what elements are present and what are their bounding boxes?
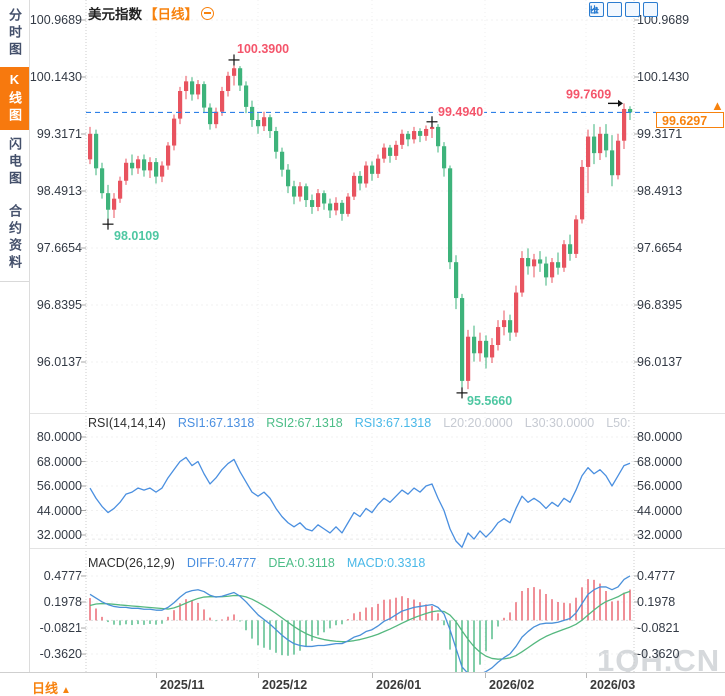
- macd-plot[interactable]: [0, 548, 725, 672]
- zoom-in-icon[interactable]: [590, 2, 640, 17]
- x-axis-label: 2025/12: [262, 678, 308, 692]
- price-axis-label-left: 99.3171: [36, 127, 82, 141]
- month-tick: [156, 673, 157, 678]
- sidebar-tab-2[interactable]: K线图: [0, 67, 29, 131]
- month-tick: [372, 673, 373, 678]
- price-axis-label-left: 100.1430: [29, 70, 82, 84]
- sidebar-tab-3[interactable]: 闪电图: [0, 130, 29, 196]
- rsi-plot[interactable]: [0, 413, 725, 548]
- indicator-header-item: MACD(26,12,9): [88, 556, 175, 570]
- rsi-axis-label-left: 32.0000: [36, 528, 82, 542]
- svg-text:99.7609: 99.7609: [566, 87, 611, 101]
- indicator-header-item: DEA:0.3118: [268, 556, 335, 570]
- sidebar-tab-label: K线图: [7, 72, 22, 125]
- instrument-name: 美元指数: [88, 7, 142, 22]
- indicator-header-item: RSI3:67.1318: [354, 416, 432, 430]
- period-tag: 【日线】: [144, 7, 198, 22]
- sidebar-tab-4[interactable]: 合约资料: [0, 195, 29, 282]
- period-selector[interactable]: 日线 ▲: [32, 678, 71, 696]
- indicator-header-item: RSI2:67.1318: [266, 416, 343, 430]
- macd-header: MACD(26,12,9) DIFF:0.4777 DEA:0.3118 MACD:0…: [88, 556, 437, 570]
- x-axis-label: 2026/03: [590, 678, 636, 692]
- rsi-axis-label-left: 80.0000: [36, 430, 82, 444]
- x-axis-label: 2025/11: [160, 678, 205, 692]
- svg-text:99.4940: 99.4940: [438, 105, 483, 119]
- price-axis-label-left: 98.4913: [36, 184, 82, 198]
- indicator-header-item: L50:: [606, 416, 631, 430]
- rsi-header: RSI(14,14,14) RSI1:67.1318 RSI2:67.1318 RSI…: [88, 416, 643, 430]
- macd-axis-label-right: -0.0821: [637, 621, 680, 636]
- rsi-axis-label-left: 68.0000: [36, 454, 82, 469]
- pan-right-icon[interactable]: [590, 2, 658, 17]
- chart-title-row: 美元指数 【日线】: [88, 3, 214, 23]
- indicator-header-item: MACD:0.3318: [346, 556, 426, 570]
- price-up-arrow-icon: ▲: [711, 98, 724, 113]
- candlestick-plot[interactable]: 100.3900 99.4940 99.7609 98.0109 95.5660: [0, 0, 725, 413]
- sidebar-tab-label: 分时图: [7, 8, 22, 59]
- x-axis-label: 2026/01: [376, 678, 422, 692]
- price-axis-label-left: 97.6654: [36, 241, 82, 255]
- macd-axis-label-right: 0.4777: [637, 568, 676, 583]
- price-axis-label-left: 96.8395: [36, 298, 82, 312]
- panel-separator: [30, 548, 725, 549]
- indicator-header-item: RSI1:67.1318: [177, 416, 255, 430]
- month-tick: [258, 673, 259, 678]
- indicator-header-item: L30:30.0000: [524, 416, 595, 430]
- sidebar-tab-label: 闪电图: [7, 137, 22, 188]
- sidebar-tab-1[interactable]: 分时图: [0, 0, 29, 68]
- svg-text:98.0109: 98.0109: [114, 229, 159, 243]
- price-axis-label-right: 98.4913: [637, 184, 683, 198]
- macd-axis-label-right: -0.3620: [637, 647, 680, 662]
- chevron-up-icon: ▲: [61, 685, 71, 696]
- rsi-axis-label-right: 44.0000: [637, 503, 683, 518]
- macd-axis-label-left: -0.3620: [39, 647, 82, 662]
- price-axis-label-right: 96.0137: [637, 355, 683, 369]
- current-price-tag: 99.6297: [656, 112, 724, 128]
- macd-axis-label-left: 0.1978: [43, 595, 82, 609]
- rsi-axis-label-left: 44.0000: [36, 503, 82, 518]
- circle-minus-icon[interactable]: [201, 7, 214, 20]
- zoom-out-icon[interactable]: [590, 2, 622, 17]
- indicator-header-item: DIFF:0.4777: [186, 556, 257, 570]
- sidebar-tab-label: 合约资料: [7, 204, 22, 272]
- rsi-axis-label-right: 68.0000: [637, 454, 683, 469]
- indicator-header-item: L20:20.0000: [443, 416, 513, 430]
- svg-text:95.5660: 95.5660: [467, 394, 512, 408]
- sidebar: 分时图 K线图闪电图合约资料: [0, 0, 30, 672]
- price-axis-label-right: 97.6654: [637, 241, 683, 255]
- rsi-axis-label-right: 56.0000: [637, 479, 683, 493]
- indicator-header-item: RSI(14,14,14): [88, 416, 166, 430]
- price-axis-label-right: 96.8395: [637, 298, 683, 312]
- price-axis-label-left: 96.0137: [36, 355, 82, 369]
- rsi-axis-label-right: 80.0000: [637, 430, 683, 444]
- price-axis-label-left: 100.9689: [29, 13, 82, 27]
- bottom-bar: 日线 ▲ 2025/11 2025/12 2026/01 2026/02 2026/03: [0, 672, 725, 696]
- rsi-axis-label-right: 32.0000: [637, 528, 683, 542]
- macd-axis-label-left: -0.0821: [39, 621, 82, 636]
- rsi-axis-label-left: 56.0000: [36, 479, 82, 493]
- month-tick: [485, 673, 486, 678]
- chart-toolbar: [589, 2, 658, 17]
- month-tick: [586, 673, 587, 678]
- x-axis-label: 2026/02: [489, 678, 535, 692]
- macd-axis-label-right: 0.1978: [637, 595, 676, 609]
- panel-separator: [30, 413, 725, 414]
- price-axis-label-right: 100.1430: [637, 70, 690, 84]
- price-axis-label-right: 99.3171: [637, 127, 683, 141]
- svg-text:100.3900: 100.3900: [237, 42, 289, 56]
- period-selector-label: 日线: [32, 681, 59, 696]
- macd-axis-label-left: 0.4777: [43, 568, 82, 583]
